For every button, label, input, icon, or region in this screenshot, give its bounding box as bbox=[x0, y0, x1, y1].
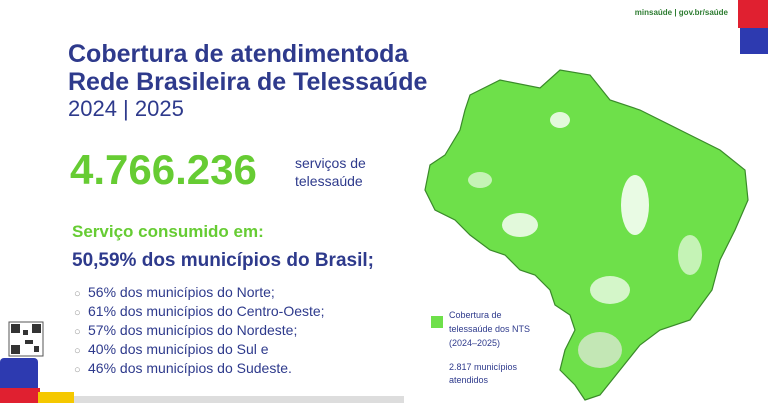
number-label: telessaúde bbox=[295, 173, 363, 189]
legend-text: (2024–2025) bbox=[449, 338, 501, 348]
corner-red bbox=[738, 0, 768, 28]
legend-text: telessaúde dos NTS bbox=[449, 324, 531, 334]
bullet-marker: ○ bbox=[74, 326, 81, 338]
bullet-marker: ○ bbox=[74, 364, 81, 376]
bullet-text: 40% dos municípios do Sul e bbox=[88, 341, 269, 357]
number-label: serviços de bbox=[295, 155, 366, 171]
footer-bar bbox=[74, 396, 404, 403]
title-line: Cobertura de atendimentoda bbox=[68, 40, 409, 68]
bullet-item: ○ 46% dos municípios do Sudeste. bbox=[74, 360, 292, 376]
big-number: 4.766.236 bbox=[70, 146, 257, 193]
corner-blue bbox=[740, 28, 768, 54]
legend-text: Cobertura de bbox=[449, 310, 502, 320]
brazil-map bbox=[424, 69, 749, 401]
bullet-item: ○ 57% dos municípios do Nordeste; bbox=[74, 322, 297, 338]
bullet-marker: ○ bbox=[74, 307, 81, 319]
corner-yellow bbox=[38, 392, 74, 403]
logo: minsaúde | gov.br/saúde bbox=[634, 8, 728, 17]
bullet-item: ○ 40% dos municípios do Sul e bbox=[74, 341, 269, 357]
bullet-text: 61% dos municípios do Centro-Oeste; bbox=[88, 303, 325, 319]
legend-text: 2.817 municípios bbox=[449, 362, 518, 372]
section-heading: Serviço consumido em: bbox=[72, 222, 264, 241]
bullet-marker: ○ bbox=[74, 288, 81, 300]
qr-code bbox=[8, 321, 44, 357]
summary: 50,59% dos municípios do Brasil; bbox=[72, 250, 374, 271]
legend-text: atendidos bbox=[449, 375, 489, 385]
bullet-text: 46% dos municípios do Sudeste. bbox=[88, 360, 292, 376]
corner-red bbox=[0, 388, 40, 403]
bullet-text: 56% dos municípios do Norte; bbox=[88, 284, 275, 300]
bullet-item: ○ 61% dos municípios do Centro-Oeste; bbox=[74, 303, 325, 319]
subtitle: 2024 | 2025 bbox=[68, 96, 184, 121]
bullet-marker: ○ bbox=[74, 345, 81, 357]
bullet-text: 57% dos municípios do Nordeste; bbox=[88, 322, 298, 338]
legend-swatch bbox=[431, 316, 443, 328]
bullet-item: ○ 56% dos municípios do Norte; bbox=[74, 284, 275, 300]
title-line: Rede Brasileira de Telessaúde bbox=[68, 68, 428, 96]
